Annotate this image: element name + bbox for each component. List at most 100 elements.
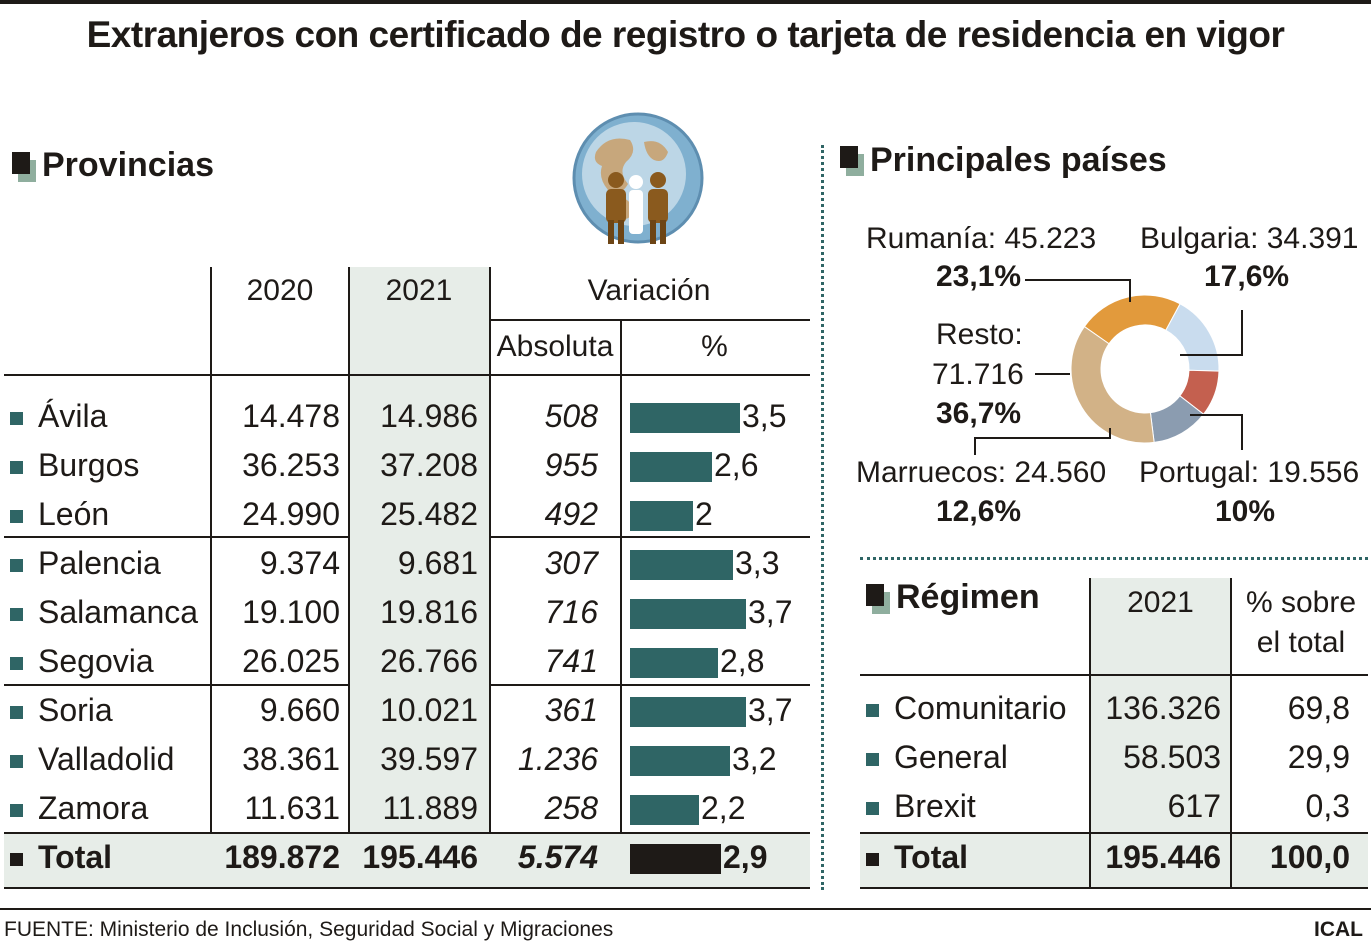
- total-2020: 189.872: [224, 839, 340, 875]
- row-bullet: [10, 461, 23, 474]
- grid-line: [860, 887, 1368, 889]
- label-rumania: Rumanía: 45.223: [866, 222, 1097, 255]
- col-header-2021: 2021: [385, 274, 453, 307]
- label-portugal-pct: 10%: [1215, 495, 1276, 528]
- pct-bar: [630, 452, 712, 482]
- row-bullet: [10, 412, 23, 425]
- row-name: Burgos: [38, 447, 140, 483]
- regimen-total-shade: [860, 834, 1368, 887]
- row-bullet: [866, 802, 879, 815]
- regimen-row-name: General: [894, 739, 1008, 775]
- row-bullet: [866, 853, 879, 866]
- total-abs: 5.574: [517, 839, 598, 875]
- provincias-heading: Provincias: [42, 146, 214, 184]
- top-rule: [0, 0, 1371, 4]
- pct-label: 2,8: [720, 643, 765, 679]
- col-header-2020: 2020: [246, 274, 314, 307]
- row-abs: 508: [544, 398, 598, 434]
- row-name: Palencia: [38, 545, 161, 581]
- pct-bar: [630, 795, 699, 825]
- credit: ICAL: [1314, 918, 1363, 941]
- row-2021: 10.021: [380, 692, 478, 728]
- pct-bar: [630, 550, 733, 580]
- grid-line: [860, 674, 1368, 676]
- row-bullet: [10, 804, 23, 817]
- footer-rule: [0, 908, 1371, 910]
- row-abs: 307: [544, 545, 598, 581]
- row-2020: 11.631: [244, 790, 341, 826]
- col-2021-header-shade: [349, 267, 489, 375]
- regimen-row-value: 58.503: [1123, 739, 1221, 775]
- row-2020: 9.374: [259, 545, 340, 581]
- row-2021: 9.681: [397, 545, 478, 581]
- grid-line: [348, 267, 350, 889]
- row-abs: 741: [544, 643, 598, 679]
- pct-label: 3,3: [735, 545, 780, 581]
- regimen-row-pct: 69,8: [1287, 690, 1350, 726]
- grid-line: [620, 320, 622, 889]
- row-2020: 38.361: [242, 741, 340, 777]
- regimen-col-pct-1: % sobre: [1245, 586, 1357, 619]
- pct-label: 2,2: [701, 790, 746, 826]
- row-bullet: [866, 753, 879, 766]
- row-2021: 39.597: [380, 741, 478, 777]
- label-marruecos: Marruecos: 24.560: [856, 456, 1107, 489]
- row-2021: 14.986: [380, 398, 478, 434]
- pct-bar-total: [630, 844, 721, 874]
- row-name: Salamanca: [38, 594, 199, 630]
- row-abs: 716: [544, 594, 598, 630]
- row-2021: 37.208: [380, 447, 478, 483]
- row-bullet: [10, 755, 23, 768]
- row-bullet: [866, 704, 879, 717]
- donut-slice-resto: [1070, 325, 1155, 444]
- row-2021: 26.766: [380, 643, 478, 679]
- label-resto-value: 71.716: [932, 358, 1024, 391]
- regimen-total-pct: 100,0: [1269, 839, 1350, 875]
- pct-bar: [630, 403, 740, 433]
- total-2021: 195.446: [362, 839, 478, 875]
- row-2020: 26.025: [242, 643, 340, 679]
- label-bulgaria-pct: 17,6%: [1204, 260, 1290, 293]
- row-bullet: [10, 559, 23, 572]
- row-2020: 36.253: [242, 447, 340, 483]
- grid-line: [1089, 578, 1091, 889]
- pct-label: 3,2: [732, 741, 777, 777]
- regimen-row-pct: 0,3: [1305, 788, 1350, 824]
- row-2021: 11.889: [382, 790, 479, 826]
- pct-label: 3,7: [748, 594, 793, 630]
- pct-bar: [630, 648, 718, 678]
- col-2021-body-shade: [350, 376, 489, 832]
- grid-line: [4, 832, 810, 834]
- total-name: Total: [38, 839, 113, 875]
- grid-line: [4, 887, 810, 889]
- row-name: Soria: [38, 692, 113, 728]
- source-note: FUENTE: Ministerio de Inclusión, Segurid…: [4, 918, 614, 941]
- regimen-total-name: Total: [894, 839, 969, 875]
- col-header-pct: %: [701, 330, 728, 363]
- row-abs: 1.236: [517, 741, 598, 777]
- grid-line: [210, 267, 212, 889]
- paises-heading: Principales países: [870, 141, 1167, 179]
- regimen-row-name: Brexit: [894, 788, 976, 824]
- col-header-variacion: Variación: [587, 274, 711, 307]
- row-name: León: [38, 496, 110, 532]
- grid-line: [4, 374, 810, 376]
- pct-bar: [630, 697, 746, 727]
- regimen-col-pct-2: el total: [1256, 626, 1346, 659]
- row-name: Ávila: [38, 398, 108, 434]
- row-name: Segovia: [38, 643, 154, 679]
- regimen-row-name: Comunitario: [894, 690, 1067, 726]
- row-name: Valladolid: [38, 741, 175, 777]
- label-rumania-pct: 23,1%: [936, 260, 1022, 293]
- grid-line: [490, 319, 810, 321]
- globe-people-icon: [572, 112, 704, 244]
- regimen-heading: Régimen: [896, 578, 1040, 616]
- label-marruecos-pct: 12,6%: [936, 495, 1022, 528]
- pct-label-total: 2,9: [723, 839, 768, 875]
- donut-leader-lines: [974, 279, 1243, 455]
- row-bullet: [10, 608, 23, 621]
- pct-bar: [630, 501, 693, 531]
- label-resto-pct: 36,7%: [936, 397, 1022, 430]
- regimen-row-value: 136.326: [1105, 690, 1221, 726]
- page-title: Extranjeros con certificado de registro …: [86, 14, 1285, 55]
